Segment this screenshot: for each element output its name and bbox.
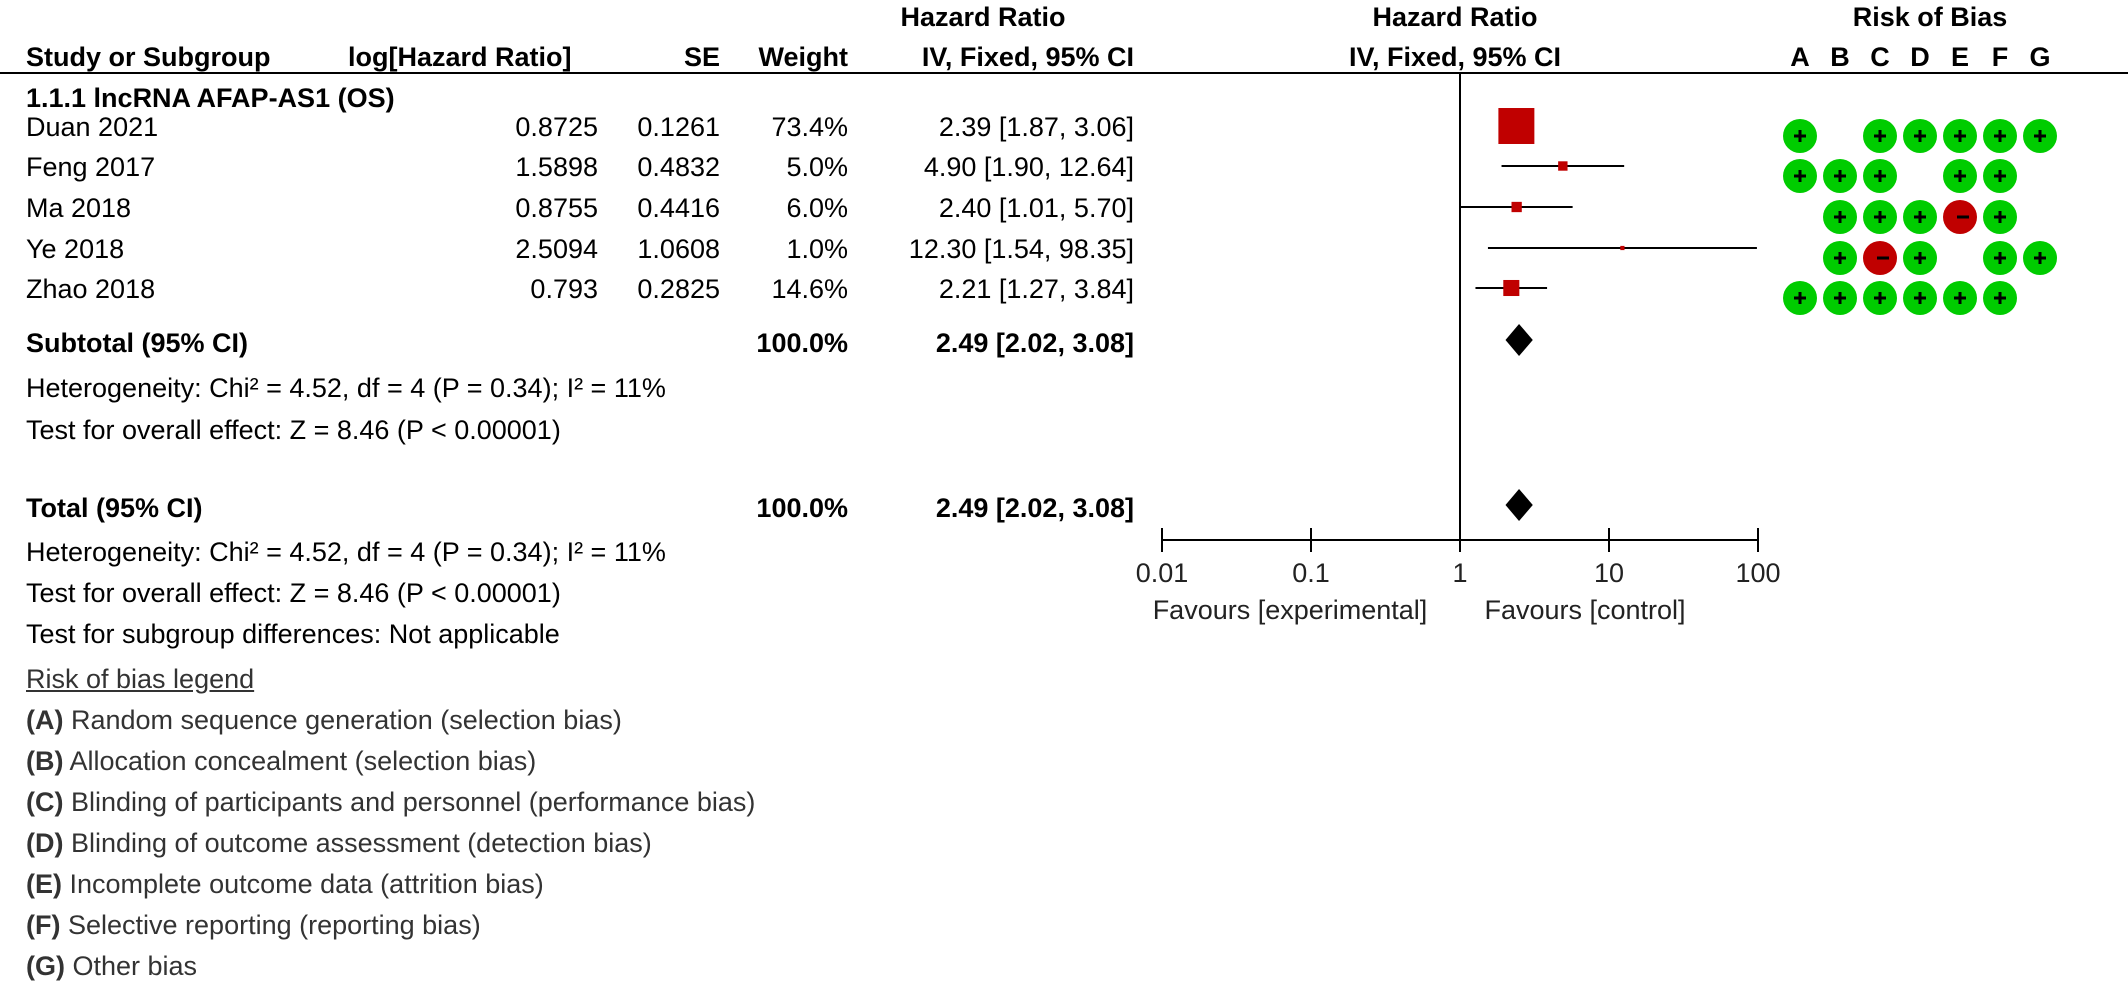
rob-letter-c: C [1870,42,1890,72]
legend-letter: (A) [26,705,64,735]
study-name: Ye 2018 [26,234,125,264]
subgroup-title: 1.1.1 lncRNA AFAP-AS1 (OS) [26,83,395,113]
study-weight: 6.0% [786,193,848,223]
study-se: 0.2825 [637,274,720,304]
legend-item: (F) Selective reporting (reporting bias) [26,910,481,940]
plot-title: Hazard Ratio [1372,2,1538,32]
study-se: 0.4832 [637,152,720,182]
header-weight: Weight [758,42,849,72]
x-tick-label: 0.1 [1292,558,1330,588]
x-tick-label: 100 [1735,558,1780,588]
x-tick-label: 0.01 [1136,558,1189,588]
study-loghr: 0.8725 [515,112,598,142]
study-hr-ci: 2.21 [1.27, 3.84] [938,274,1134,304]
legend-letter: (C) [26,787,64,817]
subtotal-overall-effect: Test for overall effect: Z = 8.46 (P < 0… [26,415,561,445]
total-overall-effect: Test for overall effect: Z = 8.46 (P < 0… [26,578,561,608]
subgroup-differences: Test for subgroup differences: Not appli… [26,619,560,649]
legend-text: Allocation concealment (selection bias) [63,746,537,776]
study-loghr: 0.8755 [515,193,598,223]
header-plot-method: IV, Fixed, 95% CI [1348,42,1562,72]
study-name: Zhao 2018 [26,274,156,304]
rob-letter-a: A [1790,42,1810,72]
study-name: Ma 2018 [26,193,132,223]
favours-experimental-label: Favours [experimental] [1152,595,1428,625]
rob-letter-d: D [1910,42,1930,72]
legend-item: (D) Blinding of outcome assessment (dete… [26,828,652,858]
study-weight: 14.6% [771,274,848,304]
legend-text: Random sequence generation (selection bi… [63,705,622,735]
subtotal-label: Subtotal (95% CI) [26,328,249,358]
x-tick-label: 1 [1452,558,1467,588]
subtotal-ci: 2.49 [2.02, 3.08] [935,328,1134,358]
hr-column-title: Hazard Ratio [900,2,1066,32]
legend-letter: (D) [26,828,64,858]
study-loghr: 0.793 [530,274,598,304]
rob-letter-f: F [1991,42,2009,72]
study-effect-square [1503,279,1520,297]
legend-title: Risk of bias legend [26,664,255,694]
study-hr-ci: 4.90 [1.90, 12.64] [923,152,1134,182]
rob-title: Risk of Bias [1852,2,2008,32]
header-divider [0,72,2128,74]
favours-control-label: Favours [control] [1484,595,1686,625]
total-heterogeneity: Heterogeneity: Chi² = 4.52, df = 4 (P = … [26,537,666,567]
subtotal-diamond [1505,324,1533,356]
legend-letter: (E) [26,869,62,899]
rob-letter-b: B [1830,42,1850,72]
study-name: Feng 2017 [26,152,156,182]
subtotal-heterogeneity: Heterogeneity: Chi² = 4.52, df = 4 (P = … [26,373,666,403]
study-effect-square [1511,201,1522,213]
legend-text: Incomplete outcome data (attrition bias) [62,869,544,899]
study-se: 1.0608 [637,234,720,264]
x-tick-label: 10 [1594,558,1624,588]
study-effect-square [1558,161,1568,171]
study-loghr: 2.5094 [515,234,598,264]
study-weight: 5.0% [786,152,848,182]
study-effect-square [1498,108,1535,144]
header-se: SE [683,42,720,72]
total-diamond [1505,489,1533,521]
legend-item: (C) Blinding of participants and personn… [26,787,755,817]
legend-text: Blinding of participants and personnel (… [63,787,756,817]
study-hr-ci: 2.39 [1.87, 3.06] [938,112,1134,142]
study-se: 0.1261 [637,112,720,142]
study-loghr: 1.5898 [515,152,598,182]
legend-letter: (G) [26,951,65,981]
legend-letter: (B) [26,746,64,776]
legend-item: (E) Incomplete outcome data (attrition b… [26,869,544,899]
study-weight: 73.4% [771,112,848,142]
total-ci: 2.49 [2.02, 3.08] [935,493,1134,523]
study-hr-ci: 12.30 [1.54, 98.35] [908,234,1134,264]
header-hr-method: IV, Fixed, 95% CI [921,42,1134,72]
rob-letter-g: G [2029,42,2051,72]
legend-item: (A) Random sequence generation (selectio… [26,705,622,735]
legend-text: Other bias [64,951,198,981]
rob-letter-e: E [1950,42,1969,72]
study-effect-square [1620,245,1625,251]
subtotal-weight: 100.0% [756,328,848,358]
study-name: Duan 2021 [26,112,159,142]
total-label: Total (95% CI) [26,493,203,523]
legend-text: Selective reporting (reporting bias) [60,910,481,940]
header-study: Study or Subgroup [26,42,271,72]
study-se: 0.4416 [637,193,720,223]
study-hr-ci: 2.40 [1.01, 5.70] [938,193,1134,223]
legend-item: (G) Other bias [26,951,197,981]
study-weight: 1.0% [786,234,848,264]
legend-letter: (F) [26,910,61,940]
legend-item: (B) Allocation concealment (selection bi… [26,746,536,776]
total-weight: 100.0% [756,493,848,523]
header-loghr: log[Hazard Ratio] [348,42,572,72]
legend-text: Blinding of outcome assessment (detectio… [63,828,652,858]
